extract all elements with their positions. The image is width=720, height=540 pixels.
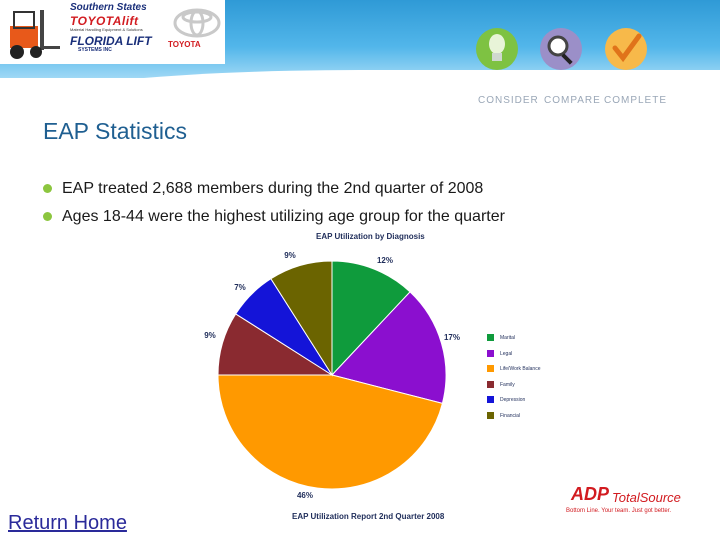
pie-slice-label: 12% bbox=[377, 256, 393, 265]
legend-item: Legal bbox=[487, 349, 513, 358]
nav-compare[interactable]: COMPARE bbox=[544, 95, 601, 106]
legend-label: Life/Work Balance bbox=[500, 366, 541, 372]
legend-swatch bbox=[487, 380, 494, 388]
return-home-link[interactable]: Return Home bbox=[8, 512, 127, 534]
legend-label: Legal bbox=[500, 350, 513, 357]
bullet-icon bbox=[43, 184, 52, 194]
adp-tagline: Bottom Line. Your team. Just got better. bbox=[566, 508, 672, 514]
pie-slice-legal bbox=[331, 291, 447, 404]
chart-caption: EAP Utilization Report 2nd Quarter 2008 bbox=[292, 512, 445, 521]
legend-label: Family bbox=[500, 381, 515, 388]
logo-sub2: SYSTEMS INC bbox=[78, 47, 112, 53]
adp-brand: TotalSource bbox=[612, 490, 681, 505]
company-logo: Southern States TOYOTAlift Material Hand… bbox=[0, 0, 225, 64]
legend-item: Financial bbox=[487, 411, 521, 420]
pie-slice-label: 46% bbox=[297, 491, 313, 500]
legend-swatch bbox=[487, 334, 494, 342]
legend-swatch bbox=[487, 396, 494, 404]
nav-complete[interactable]: COMPLETE bbox=[604, 95, 668, 106]
logo-sub: Material Handling Equipment & Solutions bbox=[70, 27, 143, 32]
legend-label: Marital bbox=[500, 335, 516, 341]
legend-item: Life/Work Balance bbox=[487, 365, 540, 373]
legend-swatch bbox=[487, 349, 494, 357]
page-title: EAP Statistics bbox=[43, 118, 188, 144]
legend-item: Depression bbox=[487, 396, 525, 404]
logo-line3: FLORIDA LIFT bbox=[70, 34, 152, 48]
toyota-wordmark: TOYOTA bbox=[168, 40, 201, 49]
bullet-icon bbox=[43, 212, 52, 222]
pie-slice-label: 9% bbox=[284, 251, 296, 260]
pie-slice-marital bbox=[331, 260, 411, 377]
logo-line1: Southern States bbox=[70, 2, 147, 13]
bullet-text: Ages 18-44 were the highest utilizing ag… bbox=[62, 208, 505, 225]
bullet-text: EAP treated 2,688 members during the 2nd… bbox=[62, 180, 484, 197]
logo-line2: TOYOTAlift bbox=[70, 14, 139, 28]
pie-slice-label: 7% bbox=[234, 283, 246, 292]
adp-logo: ADP bbox=[571, 484, 610, 504]
checkmark-icon[interactable] bbox=[603, 26, 649, 72]
forklift-icon bbox=[10, 10, 60, 59]
legend-swatch bbox=[487, 411, 494, 419]
bullet-item: EAP treated 2,688 members during the 2nd… bbox=[43, 180, 483, 198]
legend-label: Depression bbox=[500, 397, 526, 403]
pie-slice-life-work-balance bbox=[217, 374, 444, 490]
pie-slice-label: 17% bbox=[444, 333, 460, 342]
legend-item: Family bbox=[487, 380, 515, 389]
chart-title: EAP Utilization by Diagnosis bbox=[316, 232, 425, 241]
legend-swatch bbox=[487, 365, 494, 373]
toyota-emblem-icon bbox=[173, 8, 221, 38]
bullet-item: Ages 18-44 were the highest utilizing ag… bbox=[43, 208, 505, 226]
pie-slice-financial bbox=[270, 260, 333, 377]
legend-item: Marital bbox=[487, 334, 515, 342]
bulb-icon[interactable] bbox=[474, 26, 520, 72]
pie-slice-label: 9% bbox=[204, 331, 216, 340]
legend-label: Financial bbox=[500, 412, 521, 419]
nav-consider[interactable]: CONSIDER bbox=[478, 95, 539, 106]
header-band bbox=[0, 0, 720, 110]
magnifier-icon[interactable] bbox=[538, 26, 584, 72]
